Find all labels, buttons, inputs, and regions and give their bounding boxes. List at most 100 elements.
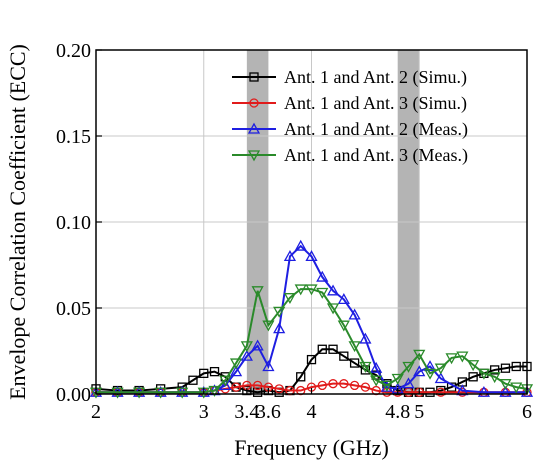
x-axis-label: Frequency (GHz) bbox=[234, 435, 389, 460]
data-point bbox=[273, 322, 286, 334]
data-point bbox=[231, 382, 241, 392]
y-tick-label: 0.20 bbox=[56, 40, 91, 62]
data-point bbox=[229, 358, 243, 370]
data-point bbox=[349, 358, 360, 368]
series-4 bbox=[89, 284, 534, 399]
legend-item: Ant. 1 and Ant. 3 (Meas.) bbox=[232, 145, 468, 166]
data-point bbox=[316, 270, 329, 282]
data-point bbox=[380, 380, 394, 392]
data-point bbox=[328, 344, 338, 354]
data-point bbox=[240, 349, 253, 361]
data-point bbox=[176, 387, 189, 399]
legend-label: Ant. 1 and Ant. 2 (Simu.) bbox=[284, 67, 467, 88]
data-point bbox=[359, 332, 372, 344]
x-tick-label: 3.6 bbox=[256, 401, 281, 423]
data-point bbox=[132, 387, 146, 399]
data-point bbox=[251, 286, 264, 298]
data-point bbox=[510, 382, 523, 394]
data-point bbox=[305, 284, 318, 296]
data-point bbox=[423, 360, 437, 372]
data-point bbox=[423, 368, 437, 380]
data-point bbox=[273, 306, 286, 318]
data-point bbox=[434, 363, 447, 375]
data-point bbox=[251, 339, 264, 351]
legend-label: Ant. 1 and Ant. 2 (Meas.) bbox=[284, 119, 468, 140]
data-point bbox=[316, 287, 329, 299]
y-tick-label: 0.10 bbox=[56, 212, 91, 234]
data-point bbox=[500, 363, 511, 373]
data-point bbox=[477, 368, 491, 380]
legend-item: Ant. 1 and Ant. 2 (Meas.) bbox=[232, 119, 468, 140]
y-tick-label: 0.15 bbox=[56, 126, 91, 148]
data-point bbox=[339, 379, 349, 389]
data-point bbox=[337, 320, 350, 332]
data-point bbox=[306, 354, 317, 365]
x-tick-label: 3.4 bbox=[234, 401, 259, 423]
y-tick-label: 0.05 bbox=[56, 298, 91, 320]
legend-marker bbox=[247, 122, 261, 134]
data-point bbox=[499, 379, 512, 391]
data-point bbox=[326, 303, 340, 315]
data-point bbox=[177, 382, 187, 392]
data-point bbox=[402, 361, 415, 373]
data-point bbox=[283, 293, 297, 305]
data-point bbox=[252, 380, 263, 391]
data-point bbox=[326, 284, 340, 296]
y-axis-label: Envelope Correlation Coefficient (ECC) bbox=[5, 44, 30, 400]
data-point bbox=[490, 365, 500, 375]
legend-item: Ant. 1 and Ant. 2 (Simu.) bbox=[232, 67, 467, 88]
data-point bbox=[413, 365, 426, 377]
data-point bbox=[294, 284, 307, 296]
data-point bbox=[262, 320, 275, 332]
data-point bbox=[499, 385, 512, 397]
data-point bbox=[209, 366, 220, 377]
data-point bbox=[337, 293, 350, 305]
data-point bbox=[402, 377, 415, 389]
data-point bbox=[413, 349, 426, 361]
x-tick-label: 5 bbox=[414, 401, 424, 423]
data-point bbox=[511, 361, 521, 372]
data-point bbox=[348, 308, 361, 320]
legend-label: Ant. 1 and Ant. 3 (Meas.) bbox=[284, 145, 468, 166]
data-point bbox=[436, 387, 446, 397]
data-point bbox=[294, 239, 307, 251]
legend-marker bbox=[247, 150, 261, 162]
plot-series bbox=[89, 239, 534, 399]
grid-lines bbox=[96, 50, 527, 394]
data-point bbox=[317, 380, 327, 391]
data-point bbox=[252, 387, 263, 397]
data-point bbox=[382, 387, 392, 397]
data-point bbox=[370, 375, 383, 387]
data-point bbox=[445, 353, 458, 365]
data-point bbox=[348, 341, 361, 353]
x-tick-label: 2 bbox=[91, 401, 101, 423]
data-point bbox=[391, 373, 404, 385]
legend: Ant. 1 and Ant. 2 (Simu.) Ant. 1 and Ant.… bbox=[232, 67, 468, 166]
data-point bbox=[488, 372, 501, 384]
data-point bbox=[360, 382, 371, 392]
x-tick-label: 4.8 bbox=[385, 401, 410, 423]
x-tick-label: 4 bbox=[307, 401, 317, 423]
data-point bbox=[434, 372, 447, 384]
data-point bbox=[199, 368, 209, 379]
data-point bbox=[296, 372, 306, 382]
x-tick-label: 3 bbox=[199, 401, 209, 423]
data-point bbox=[262, 360, 275, 372]
data-point bbox=[274, 384, 284, 394]
x-tick-label: 6 bbox=[522, 401, 532, 423]
data-point bbox=[359, 361, 372, 373]
data-point bbox=[339, 351, 349, 361]
data-point bbox=[349, 380, 360, 391]
data-point bbox=[219, 379, 232, 391]
data-point bbox=[317, 344, 327, 354]
axis-ticks: 2 3 3.43.6 4 4.8 5 6 0.00 0.05 0.10 0.15 0.20 bbox=[56, 40, 532, 423]
data-point bbox=[219, 375, 232, 387]
y-tick-label: 0.00 bbox=[56, 384, 91, 406]
series-line bbox=[95, 348, 527, 394]
legend-marker bbox=[249, 72, 259, 82]
data-point bbox=[456, 351, 469, 363]
legend-label: Ant. 1 and Ant. 3 (Simu.) bbox=[284, 93, 467, 114]
data-point bbox=[477, 385, 491, 397]
data-point bbox=[328, 379, 338, 389]
